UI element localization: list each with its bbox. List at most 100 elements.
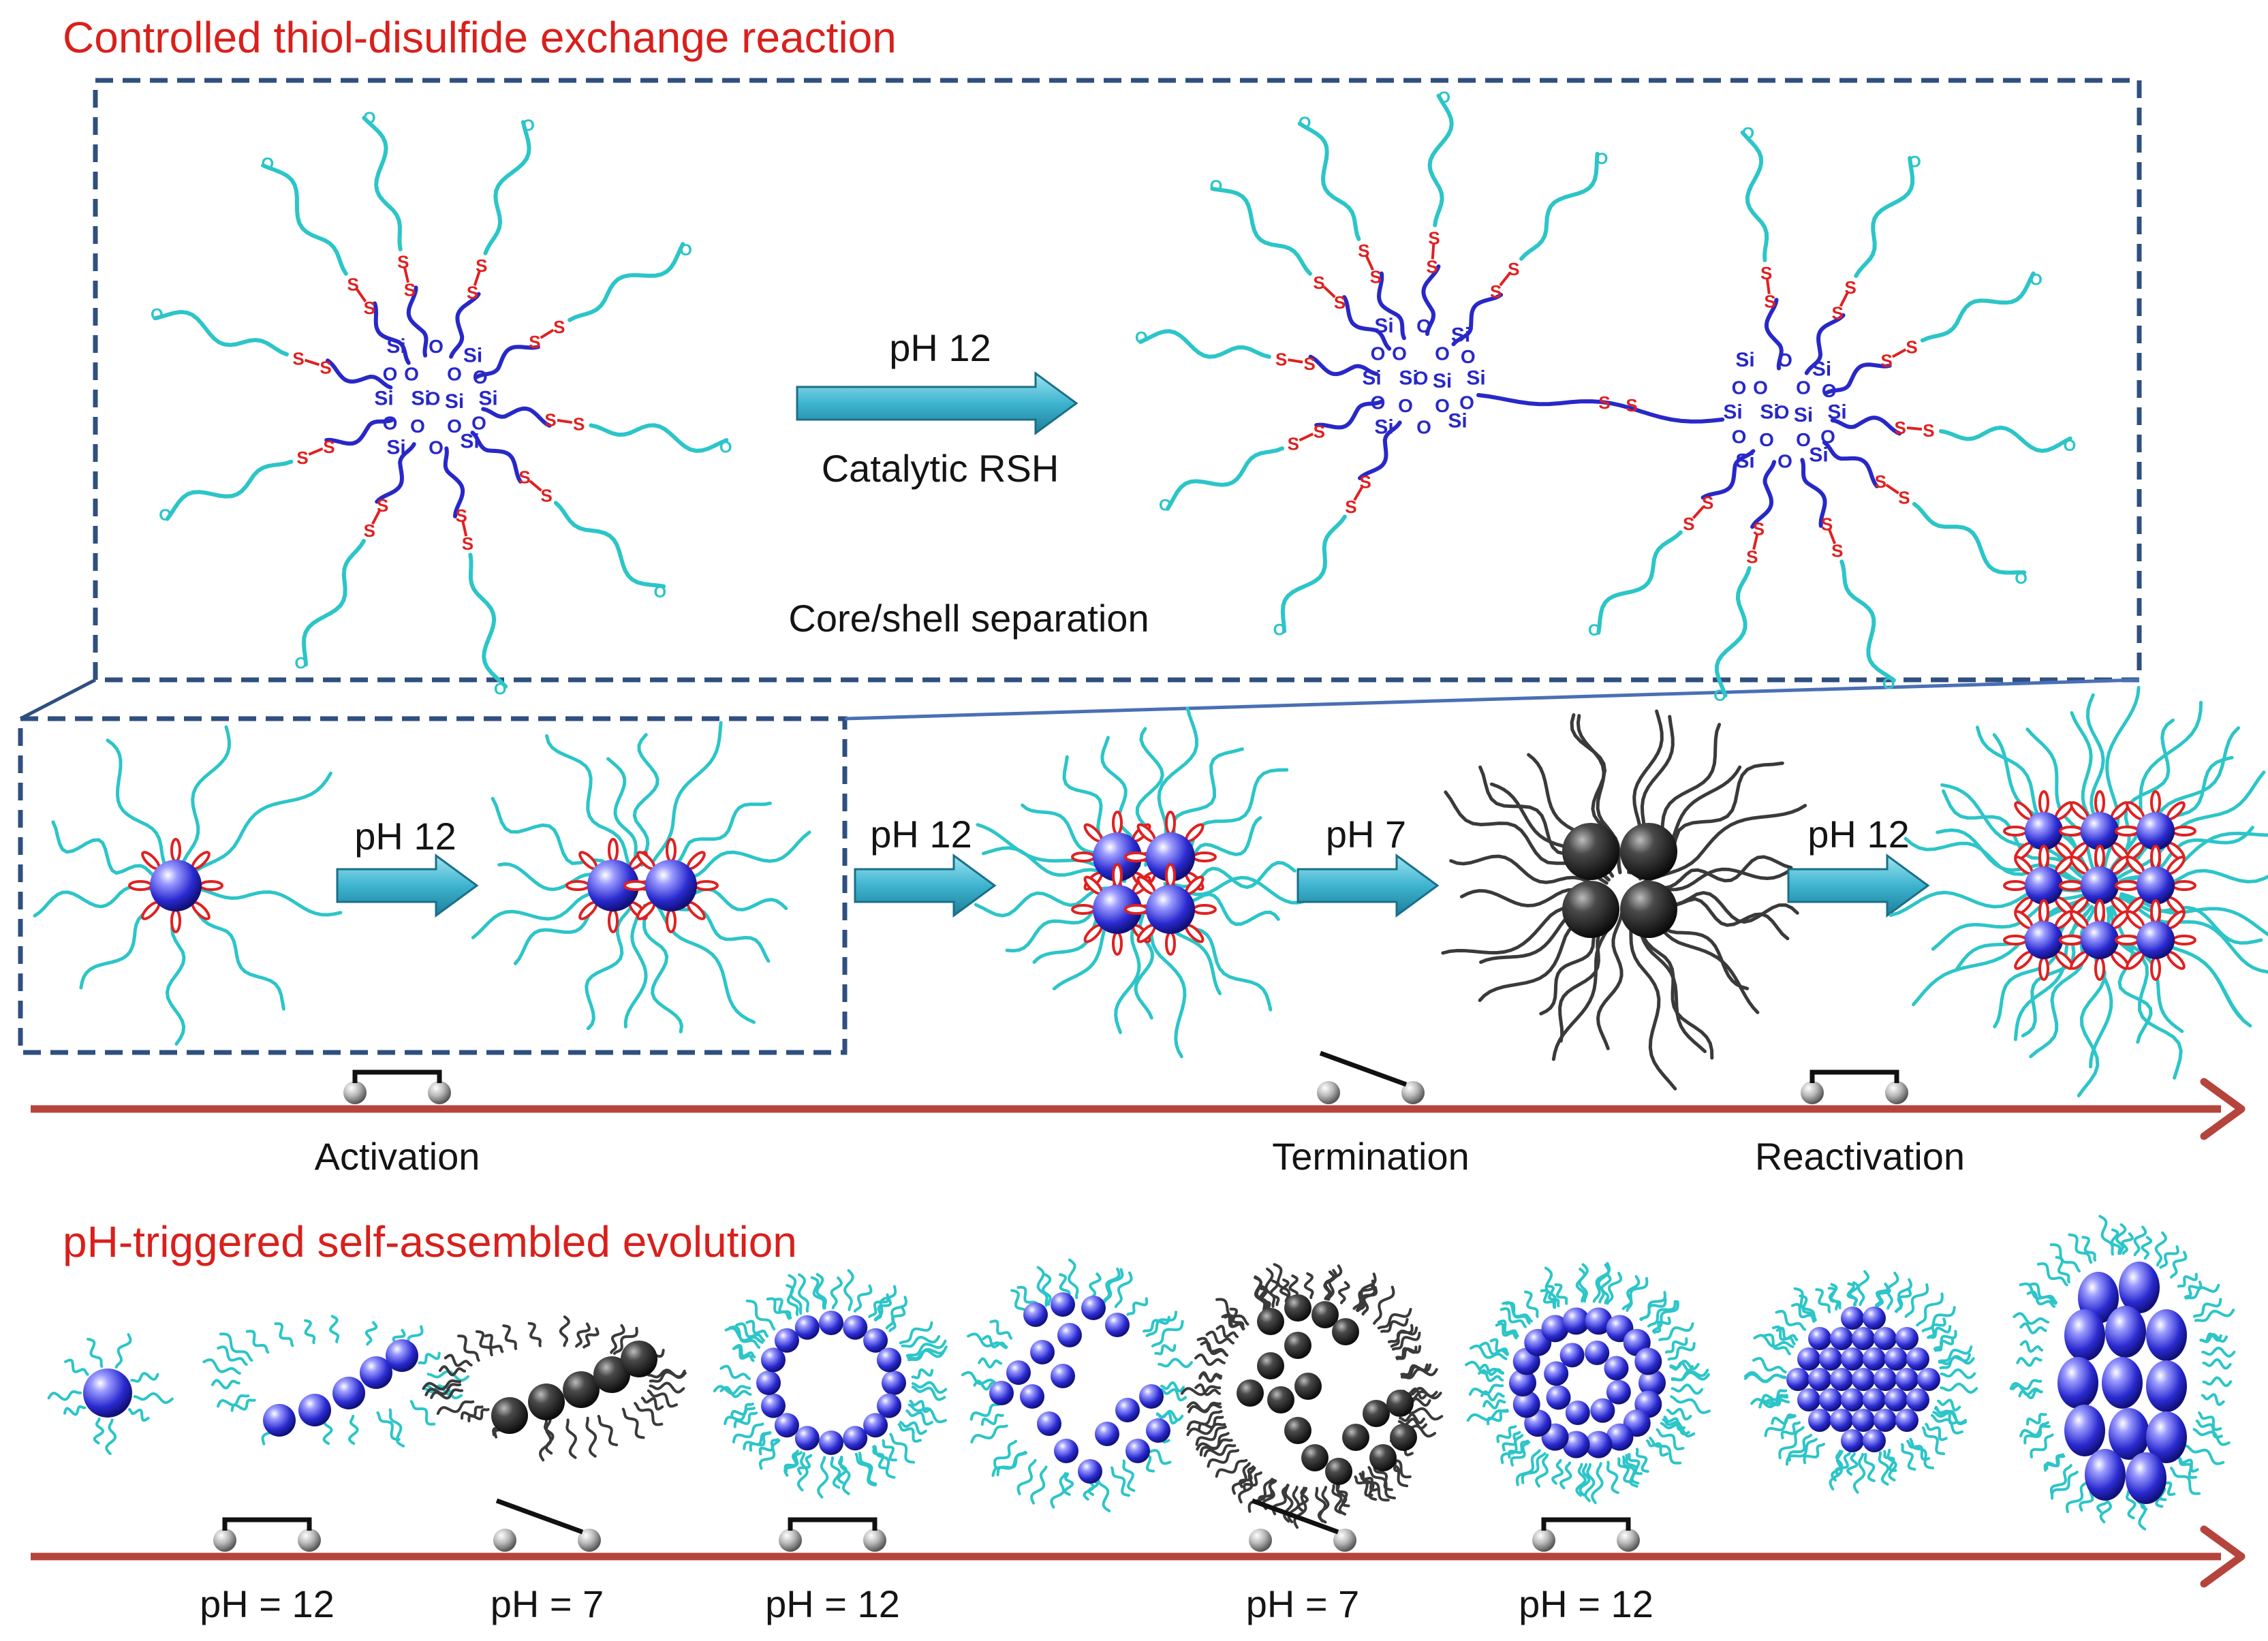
shell-tuft — [1937, 1398, 1961, 1412]
chain-core — [263, 1404, 296, 1437]
shell-tuft — [457, 1334, 480, 1362]
ring-core — [843, 1315, 868, 1340]
shell-tuft — [2192, 1428, 2231, 1446]
sulfur-atom: S — [1844, 277, 1856, 298]
shell-tuft — [885, 1296, 907, 1330]
shell-tuft — [1373, 1285, 1395, 1325]
alkyl-linker — [1358, 420, 1402, 480]
polymer-strand — [2109, 700, 2203, 873]
shell-tuft — [1489, 1338, 1510, 1356]
switch-label-termination: Termination — [1272, 1135, 1470, 1178]
outer-ring-core — [1509, 1369, 1536, 1396]
disulfide-bond — [1365, 255, 1374, 271]
disulfide-bond — [540, 328, 555, 339]
shell-tuft — [1667, 1342, 1696, 1361]
shell-tuft — [2049, 1243, 2081, 1272]
ph-label: pH = 12 — [200, 1582, 335, 1625]
alkyl-linker — [373, 301, 411, 365]
sulfur-atom: S — [323, 437, 335, 457]
disulfide-bond — [128, 880, 153, 891]
shell-tuft — [1254, 1276, 1269, 1311]
evolution-switch — [493, 1498, 601, 1552]
shell-tuft — [559, 1315, 570, 1347]
switch-terminal — [428, 1081, 451, 1104]
peg-chain — [1519, 151, 1600, 261]
shell-tuft — [989, 1319, 1013, 1340]
shell-tuft — [1198, 1372, 1223, 1383]
shell-tuft — [1554, 1283, 1568, 1305]
peg-chain — [1210, 187, 1312, 276]
cluster-core — [1874, 1368, 1897, 1391]
disulfide-bond — [2059, 880, 2083, 891]
polymer-strand — [1912, 897, 2086, 1007]
oxygen-atom: O — [1796, 377, 1811, 398]
shell-tuft — [1933, 1330, 1957, 1350]
shell-tuft — [2202, 1376, 2233, 1388]
inactive-micelle-shell — [1441, 709, 1807, 1091]
shell-tuft — [1327, 1264, 1343, 1301]
shell-tuft — [796, 1452, 809, 1492]
shell-tuft — [788, 1274, 803, 1315]
shell-tuft — [1303, 1272, 1314, 1299]
switch-lever-open — [1251, 1498, 1339, 1535]
polymer-strand — [180, 725, 231, 868]
process-arrow — [1296, 854, 1440, 918]
switch-terminal — [1617, 1529, 1640, 1552]
shell-tuft — [582, 1327, 600, 1349]
stage-aggregate-shell — [2009, 1215, 2236, 1531]
cage-arm: SSO — [1804, 153, 1921, 375]
branched-core — [1054, 1439, 1078, 1463]
shell-tuft — [1143, 1315, 1170, 1333]
alkyl-linker — [1700, 449, 1756, 500]
shell-tuft — [996, 1450, 1027, 1477]
shell-tuft — [775, 1298, 792, 1319]
shell-tuft — [612, 1326, 638, 1355]
branched-core — [1081, 1296, 1106, 1320]
inner-ring-core — [1544, 1361, 1569, 1386]
shell-tuft — [873, 1285, 897, 1322]
shell-tuft — [1358, 1472, 1390, 1502]
cluster-core — [1884, 1388, 1908, 1411]
stage-inactive-branched-shell — [1180, 1263, 1444, 1529]
sulfur-atom: S — [1746, 546, 1758, 567]
shell-tuft — [2121, 1232, 2134, 1255]
shell-tuft — [2037, 1262, 2068, 1287]
shell-tuft — [1468, 1384, 1504, 1396]
oxygen-atom: O — [1392, 343, 1407, 364]
sulfur-atom: S — [1760, 263, 1772, 283]
peg-chain — [1920, 271, 2036, 343]
shell-tuft — [1194, 1353, 1226, 1366]
cluster-core — [1786, 1368, 1809, 1391]
sulfur-atom: S — [1831, 541, 1843, 561]
sulfur-atom: S — [1428, 228, 1440, 249]
zoom-connector-right — [844, 678, 2140, 721]
shell-tuft — [1649, 1437, 1682, 1465]
oxygen-atom: O — [1210, 177, 1223, 196]
oxygen-atom: O — [1371, 343, 1386, 364]
shell-tuft — [1063, 1472, 1074, 1496]
switch-lever-closed — [352, 1069, 442, 1083]
shell-tuft — [1480, 1390, 1505, 1402]
silicon-atom: Si — [1362, 367, 1381, 390]
shell-tuft — [2141, 1236, 2153, 1260]
shell-tuft — [484, 1334, 504, 1354]
oxygen-atom: O — [426, 388, 441, 409]
oxygen-atom: O — [1273, 621, 1286, 640]
shell-tuft — [1380, 1317, 1409, 1333]
disulfide-bond — [1192, 851, 1217, 862]
cluster-core — [1819, 1347, 1842, 1371]
polymer-strand — [2117, 770, 2266, 879]
shell-tuft — [87, 1337, 104, 1368]
shell-tuft — [1102, 1267, 1121, 1303]
sulfur-atom: S — [347, 275, 358, 295]
shell-tuft — [830, 1456, 841, 1489]
shell-tuft — [1154, 1344, 1177, 1356]
shell-tuft — [1114, 1271, 1133, 1309]
oxygen-atom: O — [679, 241, 692, 260]
shell-tuft — [733, 1411, 758, 1428]
shell-tuft — [640, 1396, 664, 1411]
inner-ring-core — [1604, 1356, 1629, 1381]
inactive-branched-core — [1363, 1400, 1390, 1427]
disulfide-bond — [2150, 956, 2161, 981]
cluster-core — [1895, 1409, 1919, 1432]
